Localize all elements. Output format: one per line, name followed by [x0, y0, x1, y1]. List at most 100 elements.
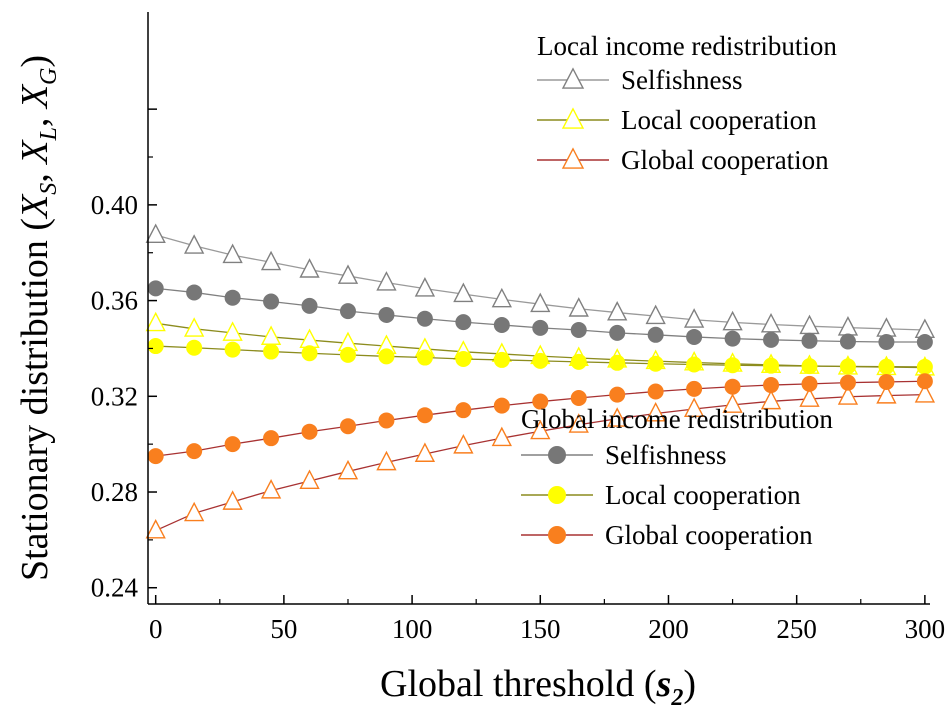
point-local-selfishness: [145, 223, 166, 244]
point-local-global-cooperation: [722, 393, 743, 413]
point-global-local-cooperation: [378, 348, 395, 365]
plot-area: [145, 223, 936, 539]
point-global-local-cooperation: [839, 358, 856, 375]
point-local-global-cooperation: [645, 401, 666, 422]
x-tick-label: 0: [149, 614, 163, 644]
x-tick-label: 100: [392, 614, 433, 644]
point-global-selfishness: [878, 333, 895, 350]
point-global-local-cooperation: [647, 355, 664, 372]
point-global-selfishness: [147, 280, 164, 297]
point-global-selfishness: [532, 319, 549, 336]
point-global-selfishness: [493, 316, 510, 333]
point-local-selfishness: [183, 234, 205, 254]
y-axis-title: Stationary distribution (XS, XL, XG): [14, 55, 62, 581]
point-global-local-cooperation: [147, 338, 164, 355]
point-global-global-cooperation: [686, 380, 703, 397]
point-global-global-cooperation: [878, 373, 895, 390]
point-local-selfishness: [530, 292, 551, 313]
point-global-local-cooperation: [686, 356, 703, 373]
point-local-selfishness: [645, 304, 666, 325]
y-tick-label: 0.36: [91, 286, 138, 316]
point-local-selfishness: [722, 310, 743, 331]
legend-marker-selfishness: [548, 446, 566, 464]
point-local-selfishness: [568, 297, 589, 317]
point-global-local-cooperation: [878, 358, 895, 375]
point-global-global-cooperation: [916, 373, 933, 390]
point-local-selfishness: [376, 271, 397, 291]
point-local-selfishness: [799, 314, 820, 335]
legend-label-selfishness: Selfishness: [621, 65, 743, 95]
point-global-local-cooperation: [455, 350, 472, 367]
point-global-selfishness: [916, 333, 933, 350]
point-global-selfishness: [763, 331, 780, 348]
point-local-global-cooperation: [530, 419, 551, 440]
point-local-selfishness: [837, 316, 859, 336]
y-tick-label: 0.24: [91, 573, 139, 603]
point-global-local-cooperation: [801, 358, 818, 375]
point-local-global-cooperation: [376, 450, 397, 471]
point-global-global-cooperation: [301, 423, 318, 440]
point-local-global-cooperation: [568, 413, 589, 433]
point-global-global-cooperation: [801, 375, 818, 392]
legend-title: Global income redistribution: [521, 404, 833, 434]
point-global-selfishness: [378, 306, 395, 323]
point-global-local-cooperation: [493, 351, 510, 368]
point-global-global-cooperation: [647, 383, 664, 400]
point-global-selfishness: [455, 314, 472, 331]
point-global-selfishness: [263, 293, 280, 310]
x-tick-label: 250: [776, 614, 817, 644]
point-local-global-cooperation: [145, 518, 166, 539]
legend-label-selfishness: Selfishness: [605, 440, 727, 470]
point-local-global-cooperation: [414, 442, 436, 462]
point-global-selfishness: [647, 326, 664, 343]
point-local-selfishness: [222, 243, 243, 264]
point-global-global-cooperation: [839, 374, 856, 391]
point-global-global-cooperation: [493, 397, 510, 414]
point-global-local-cooperation: [339, 346, 356, 363]
legend-group-global: Global income redistribution Selfishness L…: [521, 404, 833, 550]
point-global-global-cooperation: [263, 430, 280, 447]
point-local-local-cooperation: [145, 311, 166, 332]
point-global-global-cooperation: [147, 448, 164, 465]
point-global-local-cooperation: [532, 352, 549, 369]
point-global-global-cooperation: [763, 377, 780, 394]
legend-title: Local income redistribution: [537, 31, 837, 61]
point-local-global-cooperation: [683, 397, 705, 417]
legend-marker-local-cooperation: [548, 486, 566, 504]
point-global-local-cooperation: [609, 354, 626, 371]
legend-marker-selfishness: [561, 67, 585, 89]
point-local-selfishness: [453, 282, 474, 303]
point-global-global-cooperation: [609, 386, 626, 403]
point-local-global-cooperation: [299, 469, 320, 489]
point-global-global-cooperation: [455, 402, 472, 419]
point-local-local-cooperation: [222, 321, 243, 341]
legend-marker-global-cooperation: [561, 147, 585, 169]
point-global-local-cooperation: [724, 357, 741, 374]
legend-label-global-cooperation: Global cooperation: [605, 520, 813, 550]
point-global-local-cooperation: [263, 343, 280, 360]
point-local-selfishness: [683, 308, 705, 328]
point-global-global-cooperation: [339, 418, 356, 435]
x-axis-title: Global threshold (s2): [380, 663, 696, 711]
legend-label-local-cooperation: Local cooperation: [605, 480, 801, 510]
point-local-global-cooperation: [183, 501, 205, 522]
x-tick-label: 50: [270, 614, 297, 644]
point-local-local-cooperation: [183, 317, 205, 337]
point-global-selfishness: [339, 303, 356, 320]
point-global-local-cooperation: [416, 349, 433, 366]
point-local-local-cooperation: [299, 328, 320, 349]
legend-label-local-cooperation: Local cooperation: [621, 105, 817, 135]
legend-marker-global-cooperation: [548, 526, 566, 544]
point-local-global-cooperation: [799, 387, 820, 407]
point-global-global-cooperation: [416, 407, 433, 424]
point-local-global-cooperation: [760, 389, 782, 410]
point-global-global-cooperation: [224, 436, 241, 453]
point-global-local-cooperation: [186, 339, 203, 356]
point-global-selfishness: [724, 330, 741, 347]
point-global-global-cooperation: [186, 443, 203, 460]
point-global-selfishness: [301, 297, 318, 314]
legend: Local income redistribution Selfishness Lo…: [521, 31, 837, 550]
point-global-global-cooperation: [378, 412, 395, 429]
point-global-global-cooperation: [532, 393, 549, 410]
